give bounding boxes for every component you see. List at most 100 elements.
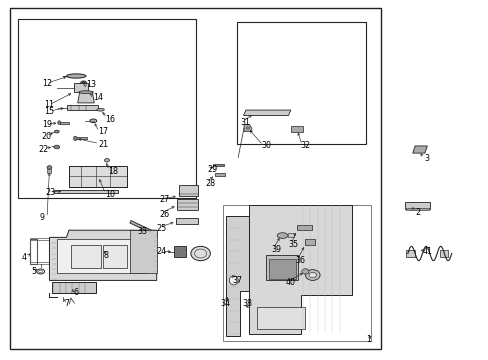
Ellipse shape: [81, 81, 86, 85]
Text: 31: 31: [240, 118, 250, 127]
Ellipse shape: [229, 276, 238, 285]
Polygon shape: [290, 126, 303, 132]
Text: 12: 12: [42, 79, 52, 88]
Bar: [57, 239, 147, 273]
Bar: [222, 205, 370, 341]
Text: 24: 24: [156, 247, 166, 256]
Text: 29: 29: [207, 165, 218, 174]
Ellipse shape: [73, 136, 77, 140]
Text: 38: 38: [242, 299, 251, 308]
Ellipse shape: [190, 246, 210, 261]
Text: 22: 22: [39, 145, 49, 154]
Bar: [176, 219, 197, 224]
Text: 10: 10: [105, 190, 115, 199]
Bar: [54, 190, 118, 193]
Ellipse shape: [251, 312, 254, 314]
Text: 37: 37: [232, 276, 242, 285]
Ellipse shape: [104, 158, 109, 162]
Polygon shape: [130, 230, 157, 273]
Bar: [237, 22, 366, 144]
Text: 21: 21: [98, 140, 108, 149]
Text: 13: 13: [86, 81, 96, 90]
Text: 25: 25: [156, 224, 166, 233]
Polygon shape: [244, 125, 251, 132]
Polygon shape: [243, 110, 290, 116]
Bar: [30, 262, 49, 264]
Bar: [52, 282, 96, 293]
Text: 8: 8: [103, 251, 108, 260]
Bar: [305, 239, 315, 244]
Bar: [268, 259, 295, 279]
Text: 4: 4: [21, 253, 26, 262]
Bar: [178, 185, 198, 196]
Bar: [71, 244, 101, 268]
Ellipse shape: [308, 273, 316, 278]
Bar: [439, 250, 447, 257]
Bar: [74, 83, 88, 92]
Bar: [266, 255, 298, 280]
Text: 20: 20: [41, 132, 51, 141]
Ellipse shape: [47, 166, 52, 169]
Text: 35: 35: [287, 240, 298, 249]
Bar: [288, 233, 294, 237]
Text: 27: 27: [159, 195, 169, 204]
Ellipse shape: [301, 269, 308, 274]
Polygon shape: [297, 225, 311, 230]
Ellipse shape: [249, 310, 256, 315]
Text: 23: 23: [45, 188, 55, 197]
Bar: [69, 166, 127, 187]
Bar: [76, 137, 87, 139]
Text: 1: 1: [366, 335, 370, 344]
Bar: [406, 250, 414, 257]
Bar: [60, 122, 69, 124]
Text: 41: 41: [422, 247, 431, 256]
Ellipse shape: [58, 121, 61, 125]
Text: 26: 26: [159, 210, 169, 219]
Bar: [215, 173, 224, 176]
Text: 33: 33: [137, 228, 147, 237]
Text: 34: 34: [220, 299, 229, 308]
Text: 6: 6: [74, 288, 79, 297]
Text: 16: 16: [105, 114, 115, 123]
Bar: [256, 307, 305, 329]
Text: 15: 15: [44, 107, 54, 116]
Text: 39: 39: [270, 246, 281, 255]
Polygon shape: [412, 146, 427, 153]
Text: 32: 32: [300, 141, 310, 150]
Text: 3: 3: [424, 154, 429, 163]
Polygon shape: [249, 205, 351, 334]
Ellipse shape: [277, 233, 287, 238]
Bar: [47, 168, 51, 173]
Ellipse shape: [97, 108, 104, 111]
Text: 7: 7: [64, 299, 69, 308]
Polygon shape: [49, 230, 157, 280]
Text: 30: 30: [261, 141, 271, 150]
Ellipse shape: [305, 270, 320, 280]
Text: 5: 5: [31, 267, 36, 276]
Text: 14: 14: [93, 93, 103, 102]
Ellipse shape: [66, 74, 86, 78]
Bar: [30, 239, 37, 264]
Bar: [103, 244, 127, 268]
Ellipse shape: [82, 82, 85, 84]
Ellipse shape: [54, 145, 60, 149]
Ellipse shape: [54, 130, 59, 133]
Bar: [66, 105, 98, 110]
Text: 36: 36: [295, 256, 305, 265]
Bar: [173, 246, 185, 257]
Text: 11: 11: [44, 100, 54, 109]
Polygon shape: [213, 164, 224, 166]
Text: 19: 19: [42, 120, 52, 129]
Polygon shape: [78, 92, 94, 103]
Polygon shape: [130, 221, 158, 235]
Bar: [18, 19, 195, 198]
Bar: [406, 208, 428, 211]
Ellipse shape: [79, 91, 93, 94]
Text: 9: 9: [40, 213, 44, 222]
Text: 40: 40: [285, 278, 295, 287]
Text: 28: 28: [205, 179, 215, 188]
Text: 18: 18: [108, 167, 118, 176]
Bar: [405, 202, 429, 209]
Bar: [10, 8, 380, 348]
Bar: [30, 238, 49, 240]
